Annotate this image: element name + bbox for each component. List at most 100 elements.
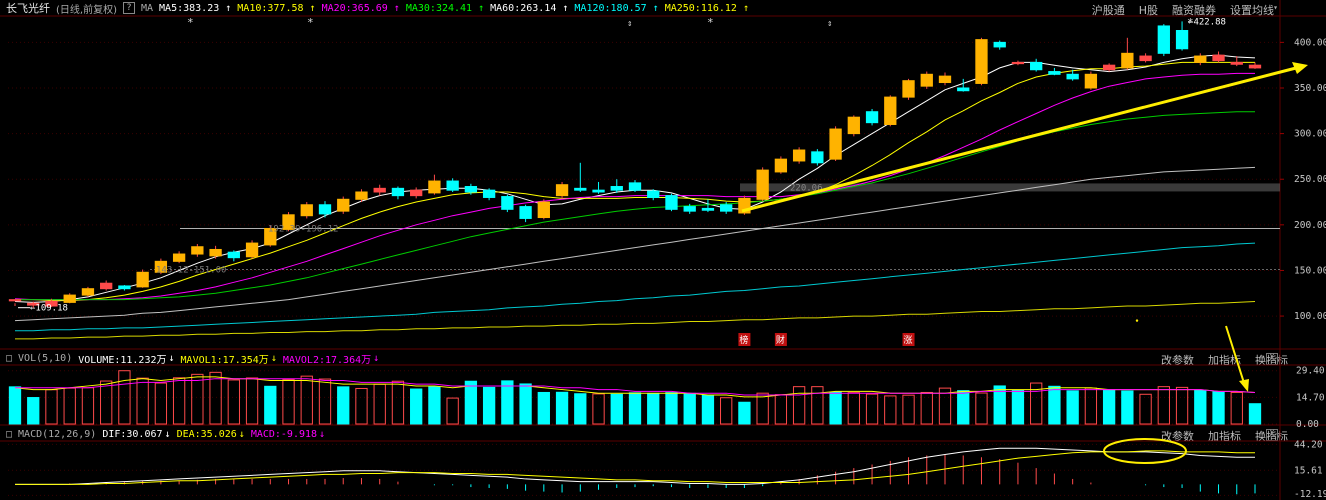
dif-arrow: ↓ [164, 428, 171, 440]
volume-bar-32 [592, 393, 605, 425]
vol-add-indicator-button[interactable]: 加指标 [1208, 354, 1241, 367]
candle-body-41 [756, 169, 769, 200]
volume-bar-63 [1157, 386, 1170, 425]
candle-body-34 [628, 182, 642, 191]
volume-bar-44 [811, 386, 824, 425]
ma-line-ma60 [14, 166, 1256, 322]
volume-bar-58 [1066, 390, 1079, 425]
volume-arrow: ↓ [168, 352, 175, 364]
candle-body-61 [1121, 52, 1134, 69]
volume-bar-45 [829, 391, 842, 425]
candle-body-5 [100, 282, 113, 290]
volume-bar-18 [337, 386, 350, 425]
settings-dropdown-icon[interactable]: ▾ [1273, 3, 1278, 12]
candle-body-31 [574, 187, 587, 191]
volume-bar-40 [738, 401, 751, 425]
macd-highlight-ellipse [1103, 438, 1187, 464]
candle-body-21 [391, 187, 405, 197]
price-tick-label-0: 400.00 [1294, 37, 1326, 48]
dif-value: DIF:30.067 [102, 428, 163, 440]
ma-value-3: MA30:324.41 ↑ [405, 2, 485, 14]
menu-item-h-share[interactable]: H股 [1138, 4, 1158, 17]
volume-bar-17 [318, 378, 332, 425]
price-tick-label-6: 100.00 [1294, 311, 1326, 322]
volume-value: VOLUME:11.232万 [78, 354, 167, 366]
low-price-label: ←109.18 [30, 304, 68, 314]
stock-name[interactable]: 长飞光纤 [6, 2, 50, 15]
ma-value-0: MA5:383.23 ↑ [159, 2, 232, 14]
macd-label[interactable]: MACD(12,26,9) [18, 428, 97, 440]
volume-bar-62 [1139, 393, 1152, 425]
menu-item-margin[interactable]: 融资融券 [1172, 4, 1216, 17]
candle-body-7 [136, 271, 149, 288]
candle-body-65 [1194, 55, 1207, 63]
volume-bar-26 [482, 386, 496, 425]
vol-edit-params-button[interactable]: 改参数 [1161, 354, 1194, 367]
candle-body-59 [1084, 73, 1098, 89]
candle-body-39 [720, 204, 733, 212]
candle-body-62 [1139, 55, 1152, 62]
menu-item-ma-settings[interactable]: 设置均线 [1230, 4, 1274, 17]
candle-body-50 [920, 73, 933, 87]
candle-body-66 [1212, 54, 1225, 62]
volume-bar-53 [975, 392, 988, 425]
volume-bar-47 [865, 393, 879, 425]
candle-body-54 [993, 41, 1006, 48]
candle-body-30 [555, 184, 569, 197]
volume-bar-24 [446, 397, 459, 425]
volume-bar-23 [428, 386, 441, 425]
volume-bar-33 [610, 393, 623, 425]
candle-body-57 [1048, 71, 1061, 75]
candle-body-33 [610, 186, 623, 191]
event-star-0: * [187, 16, 194, 29]
candle-body-19 [355, 191, 368, 200]
resistance-band [740, 183, 1280, 192]
ma-value-6: MA250:116.12 ↑ [664, 2, 749, 14]
candle-body-64 [1175, 30, 1189, 50]
macd-box-icon: □ [6, 428, 13, 440]
candle-body-13 [245, 242, 259, 258]
volume-bar-0 [8, 386, 22, 425]
volume-bar-65 [1194, 389, 1207, 425]
macd-add-indicator-button[interactable]: 加指标 [1208, 430, 1241, 443]
volume-bar-43 [792, 386, 806, 425]
volume-bar-34 [628, 392, 642, 425]
volume-bar-36 [665, 392, 678, 425]
volume-bar-11 [209, 371, 222, 425]
candle-body-0 [8, 299, 22, 302]
volume-arrow-line [1225, 325, 1245, 384]
volume-bar-49 [902, 394, 915, 425]
volume-bar-8 [154, 382, 168, 425]
volume-bar-7 [136, 377, 149, 425]
menu-item-hk-connect[interactable]: 沪股通 [1091, 4, 1125, 17]
event-star-2: * [707, 16, 714, 29]
volume-bar-39 [720, 397, 733, 425]
candle-body-12 [227, 251, 240, 259]
ma-line-ma20 [14, 72, 1255, 301]
macd-value: MACD:-9.918 [250, 428, 318, 440]
help-icon[interactable]: ? [122, 2, 135, 14]
event-tag-1: 财 [776, 334, 785, 346]
volume-bar-5 [100, 380, 113, 425]
ma-value-5: MA120:180.57 ↑ [574, 2, 659, 14]
volume-arrow-head [1239, 379, 1249, 392]
macd-tick-label-1: 15.61 [1294, 465, 1323, 476]
price-tick-label-5: 150.00 [1294, 265, 1326, 276]
candle-body-35 [647, 190, 660, 198]
volume-bar-22 [410, 388, 423, 425]
trend-arrow-head [1292, 62, 1308, 74]
mavol1-line [14, 376, 1256, 398]
volume-bar-19 [355, 387, 368, 425]
candle-body-42 [774, 158, 788, 173]
volume-bar-28 [519, 383, 532, 425]
price-tick-label-3: 250.00 [1294, 174, 1326, 185]
yellow-dot [1135, 319, 1139, 322]
candle-body-11 [209, 248, 222, 257]
volume-bar-25 [464, 380, 478, 425]
header-menu: 沪股通 H股 融资融券 设置均线 [1078, 2, 1274, 18]
vol-label[interactable]: VOL(5,10) [18, 352, 73, 364]
volume-bar-60 [1102, 389, 1116, 425]
mavol2-value: MAVOL2:17.364万 [282, 354, 372, 366]
macd-edit-params-button[interactable]: 改参数 [1161, 430, 1194, 443]
